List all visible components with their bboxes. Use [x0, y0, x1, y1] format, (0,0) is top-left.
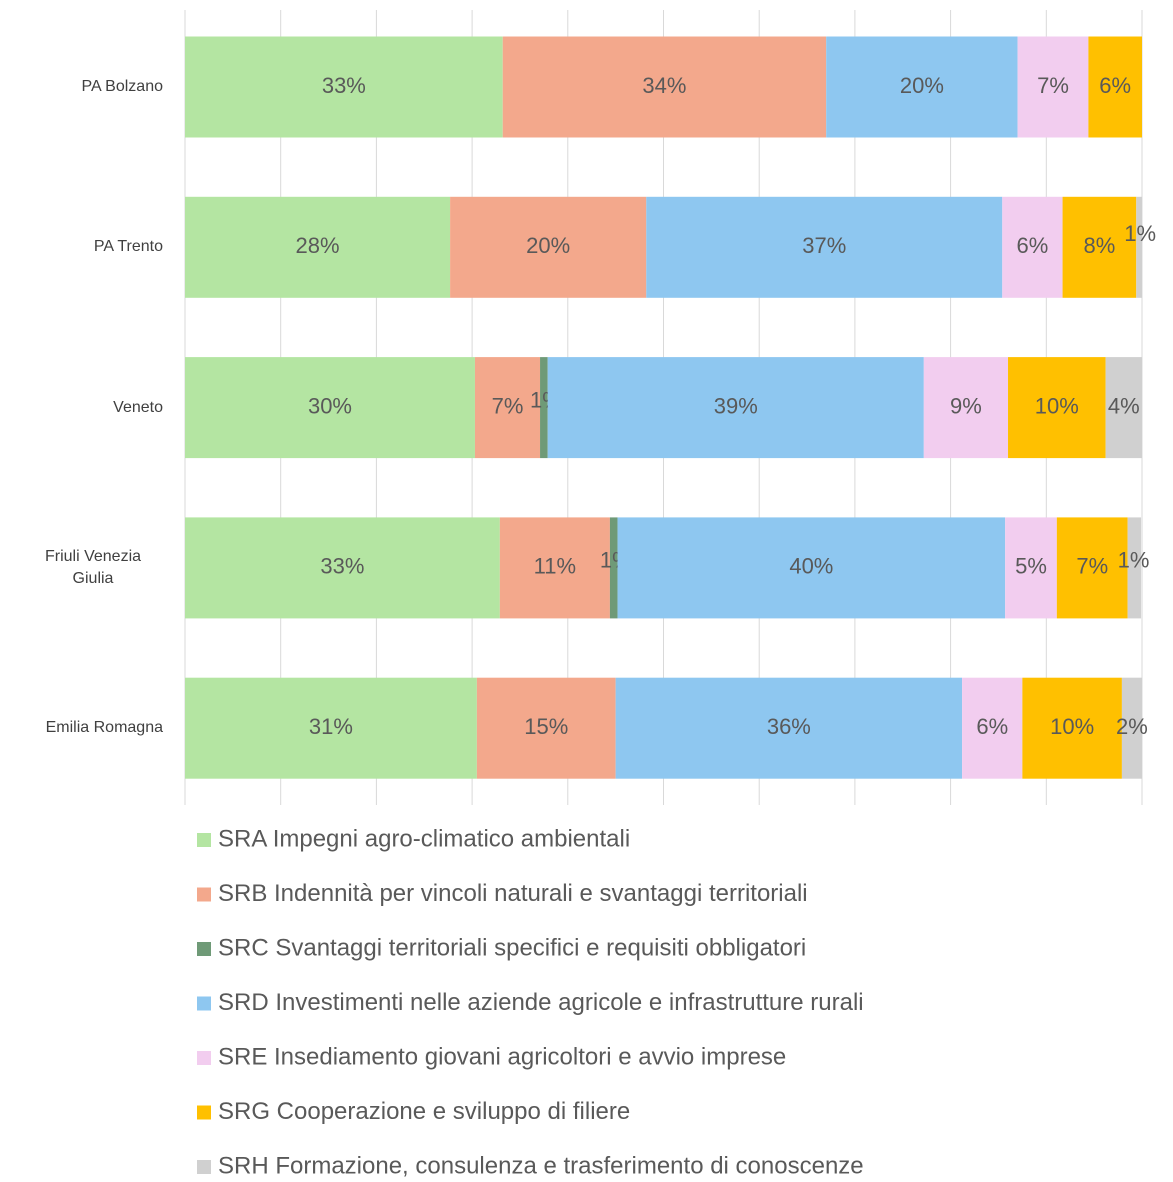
- bar-segment: [1056, 517, 1128, 619]
- legend-label: SRC Svantaggi territoriali specifici e r…: [218, 934, 806, 961]
- value-label: 1%: [1124, 221, 1156, 246]
- value-label: 7%: [1037, 73, 1069, 98]
- bar-segment: [1002, 196, 1063, 298]
- bar-segment: [1105, 357, 1142, 459]
- value-label: 33%: [322, 73, 366, 98]
- legend-label: SRB Indennità per vincoli naturali e sva…: [218, 880, 808, 907]
- value-label: 6%: [1017, 233, 1049, 258]
- value-label: 36%: [767, 714, 811, 739]
- legend-swatch: [197, 887, 211, 902]
- legend-label: SRH Formazione, consulenza e trasferimen…: [218, 1152, 864, 1179]
- bar-segment: [474, 357, 541, 459]
- category-label: Friuli Venezia Giulia: [44, 547, 142, 587]
- bar-segment: [1121, 677, 1142, 779]
- bar-segment: [185, 357, 475, 459]
- legend-swatch: [197, 1051, 211, 1065]
- bar-segment: [476, 677, 616, 779]
- value-label: 30%: [308, 393, 352, 418]
- bar-segment: [617, 517, 1006, 619]
- value-label: 31%: [309, 714, 353, 739]
- bar-segment: [826, 36, 1018, 138]
- bar-segment: [646, 196, 1003, 298]
- value-label: 33%: [320, 554, 364, 579]
- value-label: 5%: [1015, 554, 1047, 579]
- bar-segment: [185, 36, 503, 138]
- value-label: 20%: [900, 73, 944, 98]
- value-label: 28%: [296, 233, 340, 258]
- value-label: 10%: [1050, 714, 1094, 739]
- bar-segment: [450, 196, 647, 298]
- bar-segment: [1005, 517, 1057, 619]
- legend-swatch: [197, 833, 211, 847]
- value-label: 11%: [534, 554, 576, 579]
- bar-segment: [1062, 196, 1137, 298]
- legend-swatch: [197, 1160, 211, 1174]
- legend-label: SRE Insediamento giovani agricoltori e a…: [218, 1043, 786, 1070]
- legend-swatch: [197, 1105, 211, 1120]
- bar-segment: [615, 677, 963, 779]
- bar-segment: [1127, 517, 1142, 619]
- bar-segment: [502, 36, 827, 138]
- legend-label: SRG Cooperazione e sviluppo di filiere: [218, 1098, 630, 1125]
- bar-segment: [1017, 36, 1089, 138]
- category-label: Veneto: [113, 398, 163, 416]
- value-label: 37%: [802, 233, 846, 258]
- legend-label: SRD Investimenti nelle aziende agricole …: [218, 989, 864, 1016]
- value-label: 8%: [1084, 233, 1116, 258]
- bar-segment: [1008, 357, 1106, 459]
- value-label: 1%: [1118, 548, 1150, 573]
- bar-segment: [185, 677, 477, 779]
- value-label: 6%: [976, 714, 1008, 739]
- legend-label: SRA Impegni agro-climatico ambientali: [218, 825, 630, 852]
- bar-segment: [923, 357, 1009, 459]
- bar-segment: [609, 517, 618, 619]
- value-label: 15%: [524, 714, 568, 739]
- value-label: 10%: [1035, 393, 1079, 418]
- category-label: PA Trento: [93, 238, 163, 256]
- bar-segment: [185, 517, 500, 619]
- value-label: 7%: [1076, 554, 1108, 579]
- value-label: 9%: [950, 393, 982, 418]
- bar-segment: [547, 357, 924, 459]
- value-label: 39%: [714, 393, 758, 418]
- category-label: PA Bolzano: [81, 78, 163, 95]
- value-label: 34%: [642, 73, 686, 98]
- legend-swatch: [197, 942, 211, 956]
- value-label: 2%: [1116, 714, 1148, 739]
- value-label: 7%: [492, 393, 524, 418]
- category-label: Emilia Romagna: [45, 719, 163, 737]
- legend-swatch: [197, 996, 211, 1011]
- bar-segment: [499, 517, 610, 619]
- bar-segment: [185, 196, 451, 298]
- value-label: 4%: [1108, 393, 1140, 418]
- value-label: 6%: [1099, 73, 1131, 98]
- bar-segment: [540, 357, 548, 459]
- bar-segment: [962, 677, 1023, 779]
- bar-segment: [1136, 196, 1142, 298]
- bar-segment: [1088, 36, 1142, 138]
- value-label: 40%: [789, 554, 833, 579]
- bar-segment: [1022, 677, 1122, 779]
- value-label: 20%: [526, 233, 570, 258]
